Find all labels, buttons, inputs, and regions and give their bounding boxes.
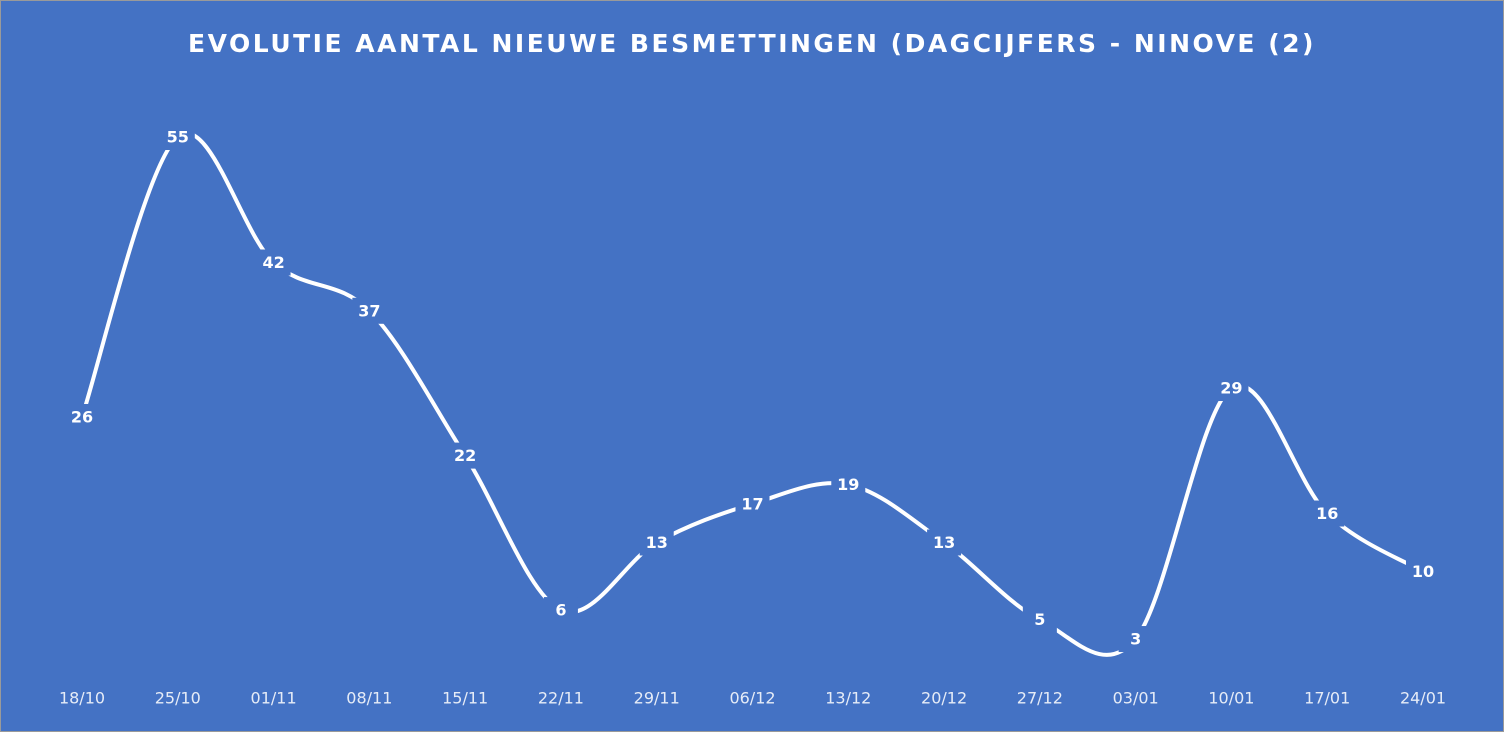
x-tick-label: 13/12 xyxy=(825,689,871,708)
label-bg xyxy=(1406,558,1440,585)
data-label: 5 xyxy=(1034,610,1045,629)
data-label: 19 xyxy=(837,475,859,494)
data-label: 13 xyxy=(933,533,955,552)
label-bg xyxy=(831,471,866,498)
x-tick-label: 27/12 xyxy=(1017,689,1063,708)
label-bg xyxy=(1118,626,1153,653)
data-label: 55 xyxy=(167,128,189,147)
label-bg xyxy=(1214,375,1249,402)
label-bg xyxy=(256,249,291,276)
data-label: 10 xyxy=(1412,562,1434,581)
x-tick-label: 17/01 xyxy=(1304,689,1350,708)
label-bg xyxy=(543,597,578,624)
x-tick-label: 06/12 xyxy=(729,689,775,708)
label-bg xyxy=(160,124,195,150)
label-bg xyxy=(735,490,770,517)
label-bg xyxy=(352,297,387,324)
x-tick-label: 25/10 xyxy=(155,689,201,708)
data-label: 22 xyxy=(454,446,476,465)
chart-title: EVOLUTIE AANTAL NIEUWE BESMETTINGEN (DAG… xyxy=(188,29,1316,58)
data-label: 17 xyxy=(741,494,763,513)
x-tick-label: 24/01 xyxy=(1400,689,1446,708)
data-label: 37 xyxy=(358,301,380,320)
x-tick-label: 18/10 xyxy=(59,689,105,708)
x-tick-label: 22/11 xyxy=(538,689,584,708)
data-label: 42 xyxy=(262,253,284,272)
label-bg xyxy=(927,529,962,556)
x-tick-label: 20/12 xyxy=(921,689,967,708)
data-label: 26 xyxy=(71,407,93,426)
label-bg xyxy=(448,442,483,469)
x-tick-label: 03/01 xyxy=(1113,689,1159,708)
data-label: 6 xyxy=(555,601,566,620)
label-bg xyxy=(639,529,674,556)
x-tick-label: 29/11 xyxy=(634,689,680,708)
x-tick-label: 10/01 xyxy=(1208,689,1254,708)
label-bg xyxy=(65,403,99,430)
data-label: 29 xyxy=(1220,379,1242,398)
x-tick-label: 01/11 xyxy=(251,689,297,708)
label-bg xyxy=(1022,606,1057,633)
x-tick-label: 15/11 xyxy=(442,689,488,708)
label-bg xyxy=(1310,500,1345,527)
data-label: 3 xyxy=(1130,630,1141,649)
data-label: 16 xyxy=(1316,504,1338,523)
x-tick-label: 08/11 xyxy=(346,689,392,708)
data-label: 13 xyxy=(646,533,668,552)
